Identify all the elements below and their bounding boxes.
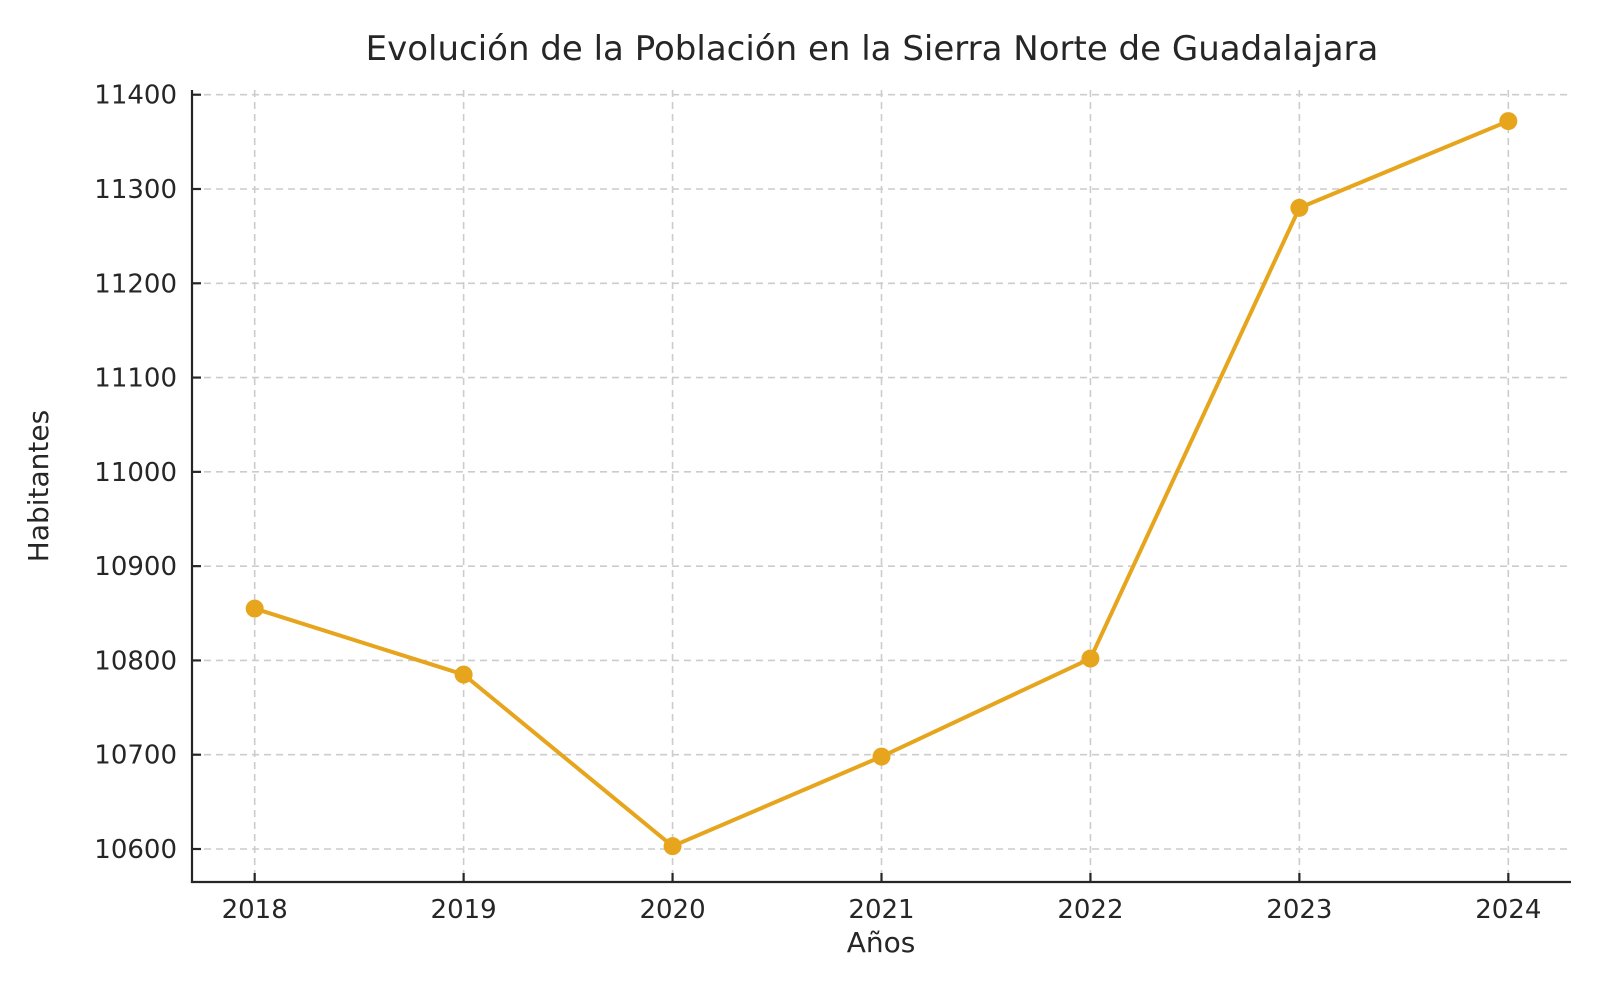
y-tick-label: 11000 xyxy=(94,458,177,488)
data-point-2023 xyxy=(1290,198,1309,217)
y-tick-label: 11100 xyxy=(94,364,177,394)
data-point-2024 xyxy=(1499,112,1518,131)
y-axis-label: Habitantes xyxy=(22,410,55,562)
x-tick-label: 2024 xyxy=(1475,895,1541,925)
data-point-2022 xyxy=(1081,649,1100,668)
tick-labels: 10600 10700 10800 10900 11000 11100 11200 11300… xyxy=(94,81,1541,925)
y-tick-label: 10700 xyxy=(94,741,177,771)
chart-title: Evolución de la Población en la Sierra N… xyxy=(366,29,1379,69)
data-point-2021 xyxy=(872,747,891,766)
population-series xyxy=(245,112,1518,856)
y-tick-label: 11300 xyxy=(94,175,177,205)
x-axis-label: Años xyxy=(847,926,916,959)
x-tick-label: 2018 xyxy=(222,895,288,925)
axes xyxy=(190,90,1571,884)
y-tick-label: 10800 xyxy=(94,646,177,676)
x-tick-label: 2021 xyxy=(848,895,914,925)
y-tick-label: 10600 xyxy=(94,835,177,865)
y-tick-label: 10900 xyxy=(94,552,177,582)
x-tick-label: 2020 xyxy=(639,895,705,925)
data-point-2018 xyxy=(245,599,264,618)
y-tick-label: 11200 xyxy=(94,269,177,299)
data-point-2020 xyxy=(663,837,682,856)
population-line xyxy=(252,119,1511,849)
y-tick-label: 11400 xyxy=(94,81,177,111)
x-tick-label: 2019 xyxy=(431,895,497,925)
x-tick-label: 2023 xyxy=(1266,895,1332,925)
data-point-2019 xyxy=(454,665,473,684)
x-tick-label: 2022 xyxy=(1057,895,1123,925)
